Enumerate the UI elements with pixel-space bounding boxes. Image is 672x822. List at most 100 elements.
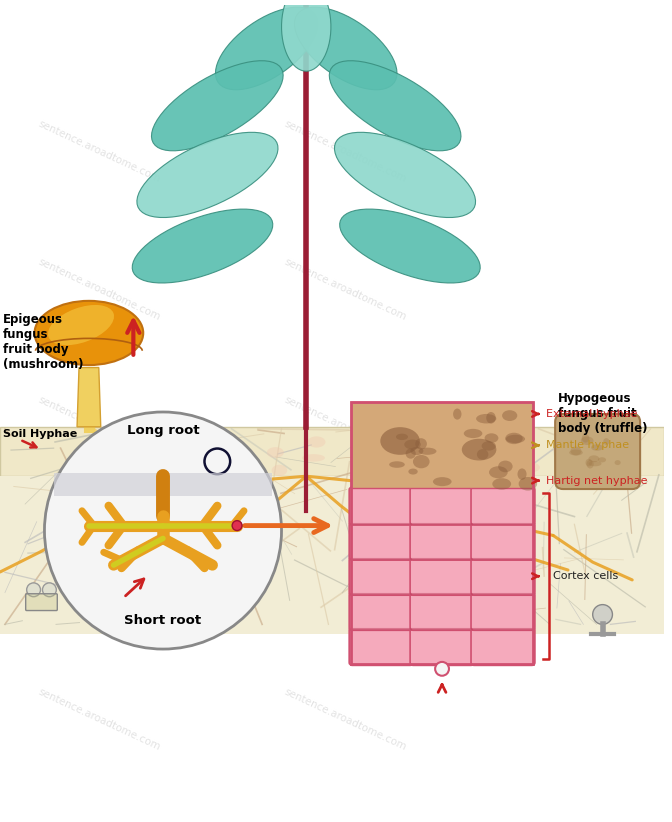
Ellipse shape <box>615 460 621 465</box>
Ellipse shape <box>598 457 606 463</box>
Ellipse shape <box>487 412 496 423</box>
Ellipse shape <box>413 455 429 469</box>
Ellipse shape <box>380 427 420 455</box>
Polygon shape <box>77 367 101 427</box>
Ellipse shape <box>589 461 601 466</box>
Text: Hartig net hyphae: Hartig net hyphae <box>546 476 648 486</box>
FancyBboxPatch shape <box>410 487 474 525</box>
Ellipse shape <box>376 427 390 436</box>
Ellipse shape <box>453 409 462 420</box>
Text: sentence.aroadtome.com: sentence.aroadtome.com <box>282 395 408 460</box>
FancyBboxPatch shape <box>471 592 535 630</box>
Text: sentence.aroadtome.com: sentence.aroadtome.com <box>37 118 162 184</box>
Polygon shape <box>329 61 461 150</box>
Text: Epigeous
fungus
fruit body
(mushroom): Epigeous fungus fruit body (mushroom) <box>3 313 83 372</box>
Text: sentence.aroadtome.com: sentence.aroadtome.com <box>282 687 408 752</box>
Text: Mantle hyphae: Mantle hyphae <box>546 441 630 450</box>
Circle shape <box>435 662 449 676</box>
Text: Soil Hyphae: Soil Hyphae <box>3 429 77 439</box>
Polygon shape <box>132 209 273 283</box>
Ellipse shape <box>419 448 436 455</box>
FancyBboxPatch shape <box>410 627 474 665</box>
Text: sentence.aroadtome.com: sentence.aroadtome.com <box>282 118 408 184</box>
FancyBboxPatch shape <box>555 414 640 489</box>
Ellipse shape <box>389 461 405 468</box>
Polygon shape <box>335 132 476 218</box>
Polygon shape <box>216 7 318 90</box>
Polygon shape <box>294 7 397 90</box>
Ellipse shape <box>502 410 517 421</box>
FancyBboxPatch shape <box>471 522 535 560</box>
Polygon shape <box>137 132 278 218</box>
Text: sentence.aroadtome.com: sentence.aroadtome.com <box>37 256 162 322</box>
FancyBboxPatch shape <box>410 522 474 560</box>
Ellipse shape <box>406 449 416 459</box>
Polygon shape <box>339 209 480 283</box>
Ellipse shape <box>126 434 144 445</box>
Ellipse shape <box>585 459 592 466</box>
Ellipse shape <box>409 449 423 457</box>
Ellipse shape <box>477 449 489 459</box>
Ellipse shape <box>453 456 474 463</box>
Ellipse shape <box>552 447 573 453</box>
Ellipse shape <box>48 305 114 345</box>
Ellipse shape <box>571 446 581 455</box>
Polygon shape <box>54 473 271 496</box>
Ellipse shape <box>132 437 153 447</box>
Ellipse shape <box>415 438 427 450</box>
FancyBboxPatch shape <box>26 593 57 611</box>
Ellipse shape <box>409 469 418 474</box>
Ellipse shape <box>589 455 599 462</box>
Ellipse shape <box>587 459 594 469</box>
Ellipse shape <box>482 441 496 450</box>
Ellipse shape <box>267 447 284 458</box>
Text: sentence.aroadtome.com: sentence.aroadtome.com <box>37 556 162 622</box>
Text: Long root: Long root <box>127 424 200 436</box>
Ellipse shape <box>34 301 143 365</box>
FancyBboxPatch shape <box>471 557 535 595</box>
Text: sentence.aroadtome.com: sentence.aroadtome.com <box>37 687 162 752</box>
Ellipse shape <box>462 439 497 460</box>
Ellipse shape <box>308 436 325 447</box>
Ellipse shape <box>603 438 610 445</box>
FancyBboxPatch shape <box>471 487 535 525</box>
Text: Short root: Short root <box>124 614 202 627</box>
Ellipse shape <box>411 447 423 455</box>
FancyBboxPatch shape <box>410 592 474 630</box>
Ellipse shape <box>396 434 408 440</box>
Ellipse shape <box>485 433 499 443</box>
Text: Hypogeous
fungus fruit
body (truffle): Hypogeous fungus fruit body (truffle) <box>558 392 648 435</box>
Ellipse shape <box>302 454 325 462</box>
Ellipse shape <box>464 429 482 438</box>
Circle shape <box>44 412 282 649</box>
Ellipse shape <box>493 478 511 490</box>
Circle shape <box>232 520 242 530</box>
Text: External hyphae: External hyphae <box>546 409 638 419</box>
Ellipse shape <box>517 469 527 480</box>
Ellipse shape <box>498 460 513 473</box>
Text: Cortex cells: Cortex cells <box>553 571 618 581</box>
FancyBboxPatch shape <box>349 487 413 525</box>
Ellipse shape <box>505 432 523 444</box>
FancyBboxPatch shape <box>471 627 535 665</box>
FancyBboxPatch shape <box>349 627 413 665</box>
Ellipse shape <box>433 477 452 486</box>
Circle shape <box>27 583 40 597</box>
Text: sentence.aroadtome.com: sentence.aroadtome.com <box>282 556 408 622</box>
Ellipse shape <box>405 440 421 450</box>
Text: sentence.aroadtome.com: sentence.aroadtome.com <box>282 256 408 322</box>
Ellipse shape <box>390 448 409 453</box>
FancyBboxPatch shape <box>349 522 413 560</box>
Ellipse shape <box>175 437 194 445</box>
Ellipse shape <box>214 446 238 457</box>
Ellipse shape <box>569 450 583 455</box>
Ellipse shape <box>271 464 287 476</box>
Ellipse shape <box>506 435 525 443</box>
Ellipse shape <box>186 451 214 456</box>
Polygon shape <box>0 476 664 635</box>
Polygon shape <box>0 427 664 476</box>
Ellipse shape <box>519 463 540 473</box>
Polygon shape <box>351 402 534 488</box>
FancyBboxPatch shape <box>349 557 413 595</box>
Ellipse shape <box>581 436 593 445</box>
